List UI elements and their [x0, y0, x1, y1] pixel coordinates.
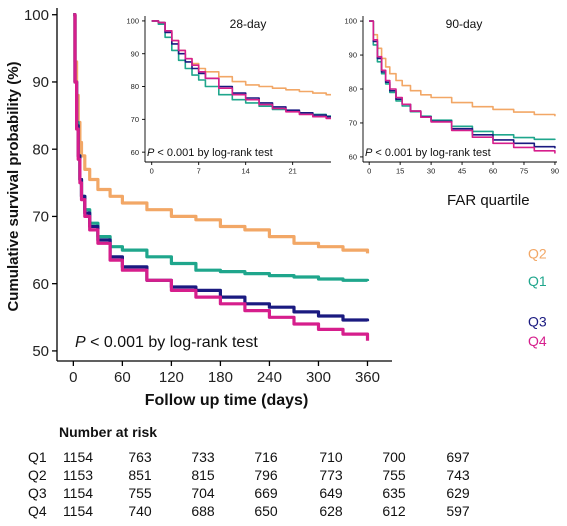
main-y-tick-label: 80 [32, 141, 49, 158]
risk-row-q2: Q2 1153 851 815 796 773 755 743 [0, 467, 567, 485]
main-x-tick-label: 300 [306, 369, 331, 386]
p-value-annotation: P < 0.001 by log-rank test [75, 334, 258, 351]
inset90-y-tick-label: 100 [344, 17, 357, 26]
risk-cell: 743 [446, 467, 470, 483]
main-y-tick-label: 70 [32, 209, 49, 226]
inset90-x-tick-label: 60 [489, 167, 497, 176]
risk-cell: 740 [128, 503, 152, 519]
risk-cell: 1154 [62, 449, 94, 465]
inset28-series-q4 [151, 20, 341, 120]
legend-label-q3: Q3 [528, 313, 547, 329]
risk-cell: 1154 [62, 485, 94, 501]
inset90-y-tick-label: 90 [349, 51, 357, 60]
risk-cell: 597 [446, 503, 470, 519]
risk-cell: 763 [128, 449, 152, 465]
risk-row-q1: Q1 1154 763 733 716 710 700 697 [0, 449, 567, 467]
risk-row-label: Q3 [28, 485, 47, 501]
risk-cell: 704 [191, 485, 215, 501]
inset90-y-tick-label: 60 [349, 153, 357, 162]
inset90-y-tick-label: 80 [349, 85, 357, 94]
inset90-title: 90-day [446, 17, 483, 31]
main-series-q4 [73, 13, 370, 341]
risk-cell: 650 [254, 503, 278, 519]
x-axis-title: Follow up time (days) [145, 392, 309, 409]
risk-cell: 851 [128, 467, 152, 483]
risk-cell: 755 [128, 485, 152, 501]
risk-cell: 1153 [62, 467, 94, 483]
main-x-tick-label: 60 [114, 369, 131, 386]
inset90-x-tick-label: 45 [458, 167, 466, 176]
inset28-y-tick-label: 100 [126, 17, 139, 26]
main-x-tick-label: 240 [257, 369, 282, 386]
main-y-tick-label: 60 [32, 276, 49, 293]
inset90-x-tick-label: 90 [551, 167, 559, 176]
risk-row-q4: Q4 1154 740 688 650 628 612 597 [0, 503, 567, 521]
risk-row-q3: Q3 1154 755 704 669 649 635 629 [0, 485, 567, 503]
main-y-tick-label: 50 [32, 343, 49, 360]
inset28-x-tick-label: 7 [197, 167, 201, 176]
risk-cell: 773 [319, 467, 343, 483]
inset28-y-tick-label: 70 [131, 115, 139, 124]
inset90-background [331, 6, 565, 186]
risk-cell: 700 [382, 449, 406, 465]
inset90-p-value-annotation: P < 0.001 by log-rank test [365, 147, 491, 159]
risk-cell: 612 [382, 503, 406, 519]
inset90-x-tick-label: 75 [520, 167, 528, 176]
risk-cell: 733 [191, 449, 215, 465]
inset28-p-value-annotation: P < 0.001 by log-rank test [147, 147, 273, 159]
risk-cell: 716 [254, 449, 278, 465]
inset90-x-tick-label: 0 [367, 167, 371, 176]
risk-row-label: Q1 [28, 449, 47, 465]
y-axis-title: Cumulative survival probability (%) [5, 61, 22, 311]
risk-cell: 710 [319, 449, 343, 465]
legend-label-q1: Q1 [528, 273, 547, 289]
inset28-title: 28-day [230, 17, 267, 31]
inset28-y-tick-label: 80 [131, 82, 139, 91]
main-x-tick-label: 180 [208, 369, 233, 386]
main-y-tick-label: 90 [32, 74, 49, 91]
risk-cell: 635 [382, 485, 406, 501]
legend-label-q2: Q2 [528, 245, 547, 261]
risk-row-label: Q4 [28, 503, 47, 519]
inset90-series-q2 [369, 20, 556, 117]
inset28-y-tick-label: 60 [131, 148, 139, 157]
inset90-y-tick-label: 70 [349, 119, 357, 128]
risk-row-label: Q2 [28, 467, 47, 483]
risk-cell: 629 [446, 485, 470, 501]
risk-cell: 697 [446, 449, 470, 465]
inset28-y-tick-label: 90 [131, 49, 139, 58]
risk-cell: 815 [191, 467, 215, 483]
inset90-x-tick-label: 15 [396, 167, 404, 176]
risk-cell: 755 [382, 467, 406, 483]
inset28-x-tick-label: 0 [150, 167, 154, 176]
risk-cell: 1154 [62, 503, 94, 519]
risk-cell: 796 [254, 467, 278, 483]
main-x-tick-label: 0 [69, 369, 77, 386]
inset28-x-tick-label: 14 [242, 167, 250, 176]
inset90-x-tick-label: 30 [427, 167, 435, 176]
risk-cell: 669 [254, 485, 278, 501]
legend-label-q4: Q4 [528, 333, 547, 349]
inset90-series-q4 [369, 20, 556, 154]
legend-title: FAR quartile [447, 192, 530, 209]
risk-cell: 628 [319, 503, 343, 519]
main-x-tick-label: 360 [355, 369, 380, 386]
main-y-tick-label: 100 [24, 7, 49, 24]
risk-cell: 688 [191, 503, 215, 519]
main-x-tick-label: 120 [159, 369, 184, 386]
inset28-x-tick-label: 21 [288, 167, 296, 176]
inset90-panel: 60 70 80 90 100 0 15 30 45 60 75 90 90-day P < 0.001 … [344, 16, 559, 176]
risk-table-title: Number at risk [59, 424, 158, 440]
risk-cell: 649 [319, 485, 343, 501]
